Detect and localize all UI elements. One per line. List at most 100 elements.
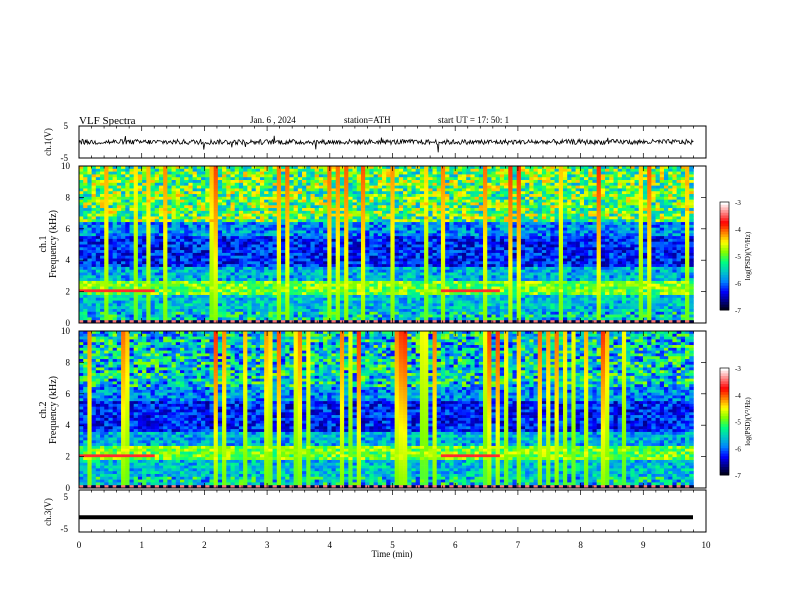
spectrogram-cell — [360, 224, 366, 228]
spectrogram-cell — [344, 213, 349, 217]
spectrogram-cell — [344, 194, 349, 198]
spectrogram-cell — [230, 180, 236, 184]
spectrogram-cell — [154, 174, 160, 178]
spectrogram-cell — [188, 171, 193, 175]
spectrogram-cell — [302, 213, 307, 217]
spectrogram-cell — [407, 177, 412, 181]
spectrogram-cell — [268, 283, 273, 287]
spectrogram-cell — [222, 272, 227, 276]
spectrogram-cell — [150, 280, 156, 285]
spectrogram-cell — [154, 188, 160, 192]
spectrogram-cell — [171, 194, 177, 198]
spectrogram-cell — [344, 180, 349, 184]
spectrogram-cell — [365, 219, 370, 223]
spectrogram-cell — [335, 219, 341, 223]
spectrogram-cell — [234, 180, 240, 184]
spectrogram-cell — [310, 266, 315, 271]
spectrogram-cell — [163, 202, 168, 206]
spectrogram-cell — [356, 210, 362, 214]
spectrogram-cell — [394, 258, 400, 262]
spectrogram-cell — [281, 171, 286, 175]
spectrogram-cell — [302, 264, 307, 268]
spectrogram-cell — [428, 300, 433, 304]
spectrogram-cell — [222, 303, 227, 307]
spectrogram-cell — [230, 236, 236, 240]
spectrogram-cell — [180, 196, 185, 200]
spectrogram-cell — [255, 255, 261, 259]
spectrogram-cell — [344, 297, 349, 301]
spectrogram-cell — [201, 180, 206, 184]
spectrogram-cell — [264, 269, 269, 273]
spectrogram-cell — [331, 292, 337, 296]
spectrogram-cell — [209, 283, 214, 287]
spectrogram-cell — [171, 205, 177, 209]
spectrogram-cell — [331, 264, 337, 268]
spectrogram-cell — [344, 188, 349, 192]
spectrogram-cell — [382, 213, 387, 217]
spectrogram-cell — [251, 280, 257, 285]
spectrogram-cell — [175, 308, 181, 313]
spectrogram-cell — [243, 208, 248, 212]
spectrogram-cell — [382, 241, 387, 245]
spectrogram-cell — [196, 303, 202, 307]
spectrogram-cell — [209, 208, 214, 212]
spectrogram-cell — [390, 233, 395, 237]
spectrogram-cell — [310, 306, 315, 310]
spectrogram-cell — [91, 275, 97, 279]
spectrogram-cell — [272, 233, 278, 237]
spectrogram-cell — [222, 306, 227, 310]
spectrogram-cell — [108, 238, 113, 242]
spectrogram-cell — [150, 194, 156, 198]
spectrogram-cell — [348, 272, 353, 276]
spectrogram-cell — [184, 177, 189, 181]
spectrogram-cell — [293, 222, 299, 226]
spectrogram-cell — [382, 205, 387, 209]
spectrogram-cell — [150, 266, 156, 271]
spectrogram-cell — [403, 294, 408, 299]
spectrogram-cell — [234, 255, 240, 259]
spectrogram-cell — [154, 213, 160, 217]
spectrogram-cell — [369, 241, 374, 245]
spectrogram-cell — [146, 272, 151, 276]
spectrogram-cell — [217, 180, 223, 184]
spectrogram-cell — [327, 191, 332, 195]
spectrogram-cell — [281, 182, 286, 186]
spectrogram-cell — [344, 177, 349, 181]
spectrogram-cell — [407, 216, 412, 220]
spectrogram-cell — [259, 185, 265, 189]
spectrogram-cell — [318, 180, 324, 184]
spectrogram-cell — [386, 168, 391, 172]
spectrogram-cell — [150, 311, 156, 315]
spectrogram-cell — [407, 264, 412, 268]
spectrogram-cell — [377, 208, 383, 212]
spectrogram-cell — [373, 166, 379, 170]
spectrogram-cell — [268, 280, 273, 285]
spectrogram-cell — [264, 213, 269, 217]
spectrogram-cell — [377, 317, 383, 321]
spectrogram-cell — [125, 286, 130, 290]
spectrogram-cell — [394, 292, 400, 296]
spectrogram-cell — [306, 294, 311, 299]
spectrogram-cell — [314, 266, 320, 271]
spectrogram-cell — [213, 222, 219, 226]
spectrogram-cell — [230, 317, 236, 321]
spectrogram-cell — [133, 306, 139, 310]
spectrogram-cell — [281, 224, 286, 228]
spectrogram-cell — [394, 219, 400, 223]
spectrogram-cell — [100, 266, 105, 271]
spectrogram-cell — [192, 269, 198, 273]
spectrogram-cell — [390, 227, 395, 231]
spectrogram-cell — [125, 320, 130, 324]
spectrogram-cell — [188, 247, 193, 251]
spectrogram-cell — [390, 241, 395, 245]
spectrogram-cell — [259, 188, 265, 192]
spectrogram-cell — [91, 264, 97, 268]
spectrogram-cell — [411, 244, 416, 248]
spectrogram-cell — [238, 188, 244, 192]
spectrogram-cell — [415, 227, 421, 231]
spectrogram-cell — [352, 311, 358, 315]
spectrogram-cell — [373, 233, 379, 237]
spectrogram-cell — [289, 320, 294, 324]
spectrogram-cell — [369, 227, 374, 231]
spectrogram-cell — [133, 168, 139, 172]
